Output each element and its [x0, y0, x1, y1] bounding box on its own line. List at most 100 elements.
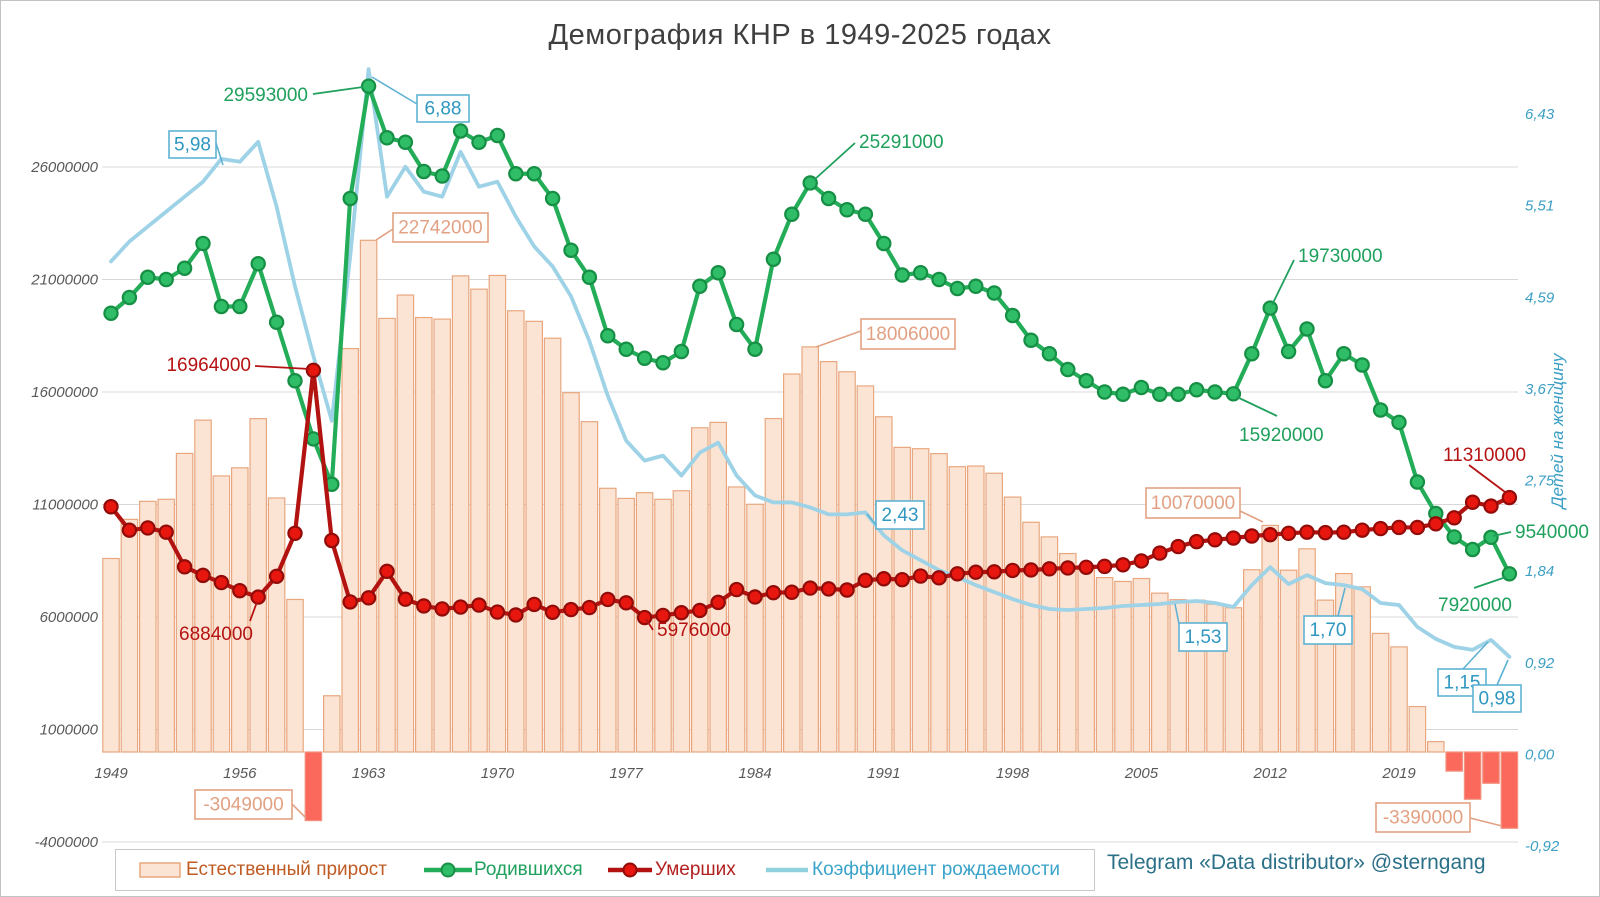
births-marker [158, 271, 174, 288]
deaths-marker [1336, 524, 1352, 540]
natural-increase-bar [911, 448, 930, 753]
annotation-value: 1,70 [1310, 620, 1347, 641]
deaths-marker [1060, 560, 1076, 576]
bar-swatch-icon [139, 862, 181, 878]
births-marker [397, 134, 414, 150]
deaths-marker [176, 559, 193, 575]
deaths-marker [728, 581, 745, 598]
births-marker [1060, 361, 1076, 378]
annotation-leader [1468, 464, 1506, 493]
births-marker [820, 190, 837, 207]
deaths-marker [1372, 520, 1389, 537]
natural-increase-bar [433, 318, 451, 753]
annotation-value: -3390000 [1383, 808, 1463, 829]
natural-increase-bar [157, 498, 175, 753]
births-marker [213, 298, 230, 315]
natural-increase-bar [396, 294, 415, 753]
deaths-marker [1041, 561, 1058, 577]
deaths-marker [140, 520, 156, 536]
births-marker [508, 166, 524, 182]
legend-item-fertility: Коэффициент рождаемости [766, 850, 1060, 890]
natural-increase-bar [525, 320, 543, 753]
natural-increase-bar [341, 347, 359, 753]
natural-increase-bar [1482, 751, 1500, 784]
y-axis-left-label: 1000000 [40, 722, 99, 739]
natural-increase-bar [323, 695, 341, 753]
births-marker [1096, 384, 1113, 400]
annotation-leader [1337, 587, 1346, 617]
y-axis-left-label: -4000000 [35, 834, 99, 851]
births-marker [894, 267, 910, 283]
annotation-leader [291, 803, 307, 819]
annotation-box [194, 789, 293, 820]
right-axis-title: Детей на женщину [1548, 352, 1567, 510]
deaths-marker [324, 532, 340, 549]
x-axis-label: 2019 [1381, 765, 1416, 782]
deaths-marker [1188, 533, 1205, 550]
deaths-marker [250, 589, 266, 605]
births-marker [1372, 402, 1389, 418]
deaths-marker [397, 591, 414, 607]
annotation-box [1375, 802, 1471, 833]
annotation-box [1178, 622, 1228, 652]
legend-item-deaths: Умерших [608, 850, 736, 890]
natural-increase-bar [415, 316, 433, 753]
natural-increase-bar [801, 346, 819, 753]
annotation-value: 1,15 [1444, 673, 1481, 694]
legend-item-births: Родившихся [424, 850, 583, 890]
annotation-value: 0,98 [1479, 689, 1516, 710]
legend-label-deaths: Умерших [655, 859, 736, 880]
deaths-marker [1004, 562, 1021, 579]
annotation-leader [1496, 659, 1509, 686]
deaths-marker [600, 591, 616, 608]
natural-increase-bar [267, 497, 286, 753]
annotation-leader [215, 142, 224, 166]
natural-increase-bar [1408, 705, 1427, 753]
deaths-marker [1078, 559, 1094, 575]
births-marker [655, 355, 671, 371]
births-marker [1483, 529, 1499, 546]
natural-increase-bar [120, 518, 139, 753]
annotation-leader [645, 618, 654, 631]
annotation-value: 6884000 [179, 624, 253, 645]
annotation-box [168, 130, 217, 159]
annotation-value: 15920000 [1239, 425, 1324, 446]
births-marker [1354, 357, 1370, 373]
natural-increase-bar [1353, 586, 1371, 753]
deaths-marker [1262, 526, 1278, 543]
natural-increase-bar [470, 288, 488, 753]
births-marker [1280, 343, 1297, 360]
deaths-marker [1133, 553, 1150, 569]
births-marker [986, 285, 1002, 301]
births-marker [1170, 386, 1186, 402]
annotation-leader [375, 228, 394, 241]
natural-increase-bar [359, 239, 378, 753]
deaths-marker [268, 568, 285, 584]
births-marker [839, 202, 855, 218]
births-marker [1188, 382, 1205, 398]
deaths-marker [949, 566, 966, 582]
natural-increase-bar [1426, 741, 1445, 753]
y-axis-left-label: 26000000 [30, 159, 98, 176]
deaths-marker [765, 585, 782, 601]
deaths-marker [1501, 489, 1518, 506]
legend-label-fertility: Коэффициент рождаемости [812, 859, 1061, 880]
y-axis-right-label: 0,00 [1525, 746, 1555, 763]
natural-increase-bar [709, 421, 727, 753]
births-marker [232, 298, 248, 315]
deaths-marker [305, 362, 322, 379]
annotation-box [1303, 615, 1353, 645]
deaths-marker [655, 607, 671, 624]
births-marker [728, 316, 745, 333]
natural-increase-bar [1242, 569, 1261, 753]
annotation-leader [1473, 576, 1507, 589]
legend: Естественный прирост Родившихся Умерших … [115, 849, 1095, 891]
deaths-marker [986, 564, 1002, 580]
births-marker [1391, 414, 1407, 431]
x-axis-label: 2012 [1253, 765, 1288, 782]
deaths-marker [1317, 524, 1334, 541]
natural-increase-bar [1445, 751, 1463, 772]
births-marker [342, 190, 358, 207]
annotation-leader [1469, 817, 1503, 827]
